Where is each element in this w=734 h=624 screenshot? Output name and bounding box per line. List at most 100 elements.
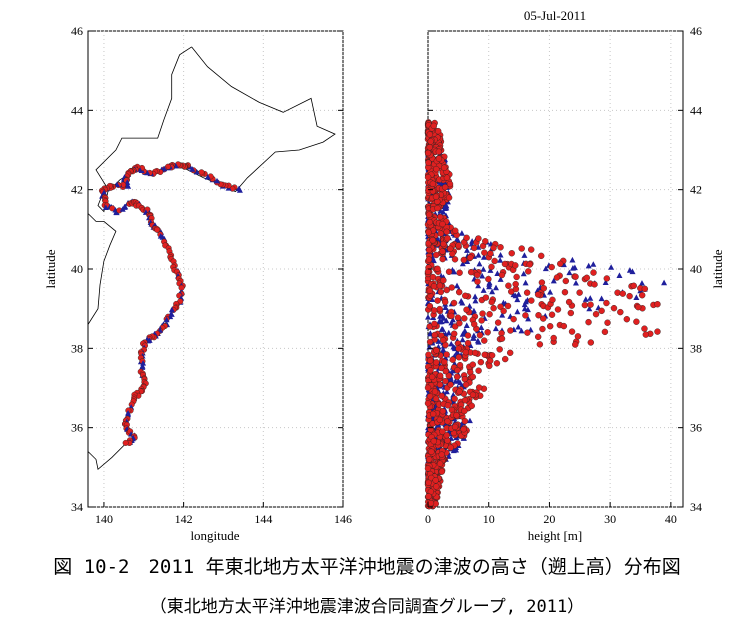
height-point-red [572, 341, 579, 348]
height-point-red [603, 299, 610, 307]
height-point-blue [440, 346, 447, 353]
map-tick-labels: 140 142 144 146 34 36 38 40 42 44 46 [71, 24, 352, 526]
height-point-red [525, 268, 532, 275]
height-tick-label-x: 30 [604, 512, 616, 526]
height-point-red [440, 336, 447, 344]
height-point-red [425, 246, 433, 254]
height-point-red [642, 331, 650, 338]
height-point-red [518, 245, 525, 252]
map-point-red [154, 226, 161, 233]
height-tick-labels: 0 10 20 30 40 34 36 38 40 42 44 46 [425, 24, 702, 526]
height-point-red [528, 297, 535, 304]
height-point-red [460, 256, 468, 264]
height-point-red [431, 388, 439, 395]
map-panel: 140 142 144 146 34 36 38 40 42 44 46 longitude lat… [43, 24, 352, 543]
height-point-red [426, 302, 434, 310]
west-coastline [87, 213, 117, 325]
height-point-red [610, 304, 618, 312]
height-point-red [434, 204, 441, 212]
height-point-red [450, 299, 458, 307]
height-point-red [497, 244, 504, 251]
height-point-red [424, 174, 432, 181]
height-point-red [436, 372, 444, 379]
height-point-red [444, 235, 451, 242]
height-point-red [635, 303, 642, 311]
height-point-red [497, 303, 504, 310]
map-tick-label-y: 36 [71, 421, 83, 435]
height-point-blue [459, 299, 466, 306]
height-point-red [426, 287, 434, 294]
height-point-red [464, 332, 472, 339]
height-point-red [448, 284, 455, 291]
map-tick-label-y: 38 [71, 341, 83, 355]
figure-canvas: 140 142 144 146 34 36 38 40 42 44 46 longitude lat… [43, 8, 725, 543]
height-point-red [550, 334, 557, 342]
height-point-red [456, 361, 464, 369]
height-point-red [462, 292, 469, 299]
height-point-blue [585, 262, 592, 269]
height-point-red [488, 352, 496, 359]
height-point-red [619, 290, 626, 297]
height-point-blue [514, 308, 521, 315]
height-point-red [456, 320, 463, 327]
height-point-red [428, 373, 436, 381]
height-point-red [486, 362, 493, 370]
height-point-blue [542, 265, 549, 272]
height-point-red [471, 349, 479, 357]
height-point-red [448, 312, 455, 320]
height-point-red [445, 372, 453, 379]
height-point-red [433, 165, 440, 173]
height-point-red [425, 159, 432, 166]
height-point-blue [598, 295, 605, 302]
height-point-red [500, 307, 507, 315]
height-point-blue [489, 288, 496, 295]
height-panel: 0 10 20 30 40 34 36 38 40 42 44 46 05-Jul-2011 heig… [424, 8, 725, 543]
height-point-red [427, 499, 435, 507]
height-point-red [540, 315, 547, 322]
height-point-red [441, 184, 449, 191]
height-point-blue [522, 298, 529, 305]
height-point-red [438, 468, 446, 475]
height-point-red [456, 388, 463, 395]
height-point-red [574, 333, 582, 340]
height-point-red [591, 281, 598, 288]
height-point-red [454, 314, 462, 321]
height-point-red [462, 381, 470, 388]
height-point-red [434, 297, 441, 304]
height-point-red [436, 416, 444, 424]
height-point-red [429, 410, 437, 418]
height-point-red [513, 273, 520, 281]
height-point-red [461, 407, 468, 415]
height-point-red [568, 328, 576, 335]
map-point-blue [139, 364, 146, 370]
height-point-red [487, 250, 494, 257]
height-point-red [534, 291, 542, 298]
height-point-red [431, 320, 438, 328]
height-point-red [440, 240, 447, 248]
height-point-red [435, 155, 443, 162]
height-point-red [428, 448, 435, 455]
height-point-blue [454, 349, 461, 355]
map-tick-label-y: 42 [71, 183, 83, 197]
map-observation-points [98, 161, 243, 446]
height-point-red [482, 294, 490, 301]
height-tick-label-y: 44 [690, 103, 702, 117]
height-point-blue [569, 256, 576, 263]
height-point-red [425, 256, 433, 263]
height-point-red [471, 321, 478, 328]
height-point-red [436, 305, 443, 313]
map-point-blue [122, 203, 129, 210]
height-ylabel: latitude [710, 249, 725, 288]
height-point-red [451, 395, 458, 403]
height-point-red [498, 330, 505, 337]
height-point-red [572, 273, 579, 280]
height-point-red [486, 357, 494, 364]
height-point-red [641, 285, 649, 293]
height-point-red [426, 131, 434, 138]
height-point-blue [602, 279, 609, 285]
height-point-red [434, 265, 441, 272]
height-point-red [585, 318, 592, 326]
height-point-blue [521, 252, 528, 258]
height-point-red [603, 275, 611, 282]
height-point-blue [500, 299, 507, 306]
